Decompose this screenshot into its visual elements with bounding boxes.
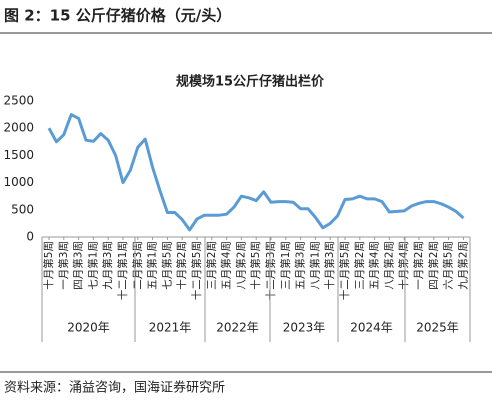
x-tick-label: 十二月第1周 [116, 241, 129, 300]
x-tick-label: 五月第4周 [368, 241, 381, 290]
x-tick-label: 三月第2周 [205, 241, 218, 290]
x-tick-label: 五月第3周 [294, 241, 307, 290]
x-tick-label: 二月第3周 [131, 241, 144, 290]
x-tick-label: 一月第3周 [57, 241, 70, 290]
x-tick-label: 一月第2周 [412, 241, 425, 290]
x-tick-label: 七月第5周 [160, 241, 173, 290]
x-tick-label: 四月第3周 [72, 241, 85, 290]
x-tick-label: 六月第5周 [442, 241, 455, 290]
x-tick-label: 十二月第5周 [190, 241, 203, 300]
source-note: 资料来源：涌益咨询，国海证券研究所 [4, 380, 225, 396]
x-tick-label: 四月第2周 [427, 241, 440, 290]
x-tick-label: 八月第1周 [308, 241, 321, 290]
y-tick-label: 1500 [3, 148, 34, 162]
figure-caption: 图 2：15 公斤仔猪价格（元/头） [4, 7, 231, 25]
y-tick-label: 0 [26, 230, 34, 244]
y-tick-label: 2000 [3, 121, 34, 135]
x-tick-label: 十月第5周 [249, 241, 262, 290]
x-tick-label: 三月第1周 [279, 241, 292, 290]
x-tick-label: 七月第1周 [86, 241, 99, 290]
y-tick-label: 500 [11, 202, 34, 216]
x-tick-label: 十月第3周 [323, 241, 336, 290]
chart-title: 规模场15公斤仔猪出栏价 [176, 74, 325, 90]
x-group-label: 2025年 [416, 321, 459, 335]
x-group-label: 2020年 [67, 321, 110, 335]
x-tick-label: 八月第2周 [234, 241, 247, 290]
x-group-label: 2021年 [149, 321, 192, 335]
y-tick-label: 2500 [3, 94, 34, 108]
x-tick-label: 三月第2周 [353, 241, 366, 290]
x-tick-label: 五月第1周 [146, 241, 159, 290]
x-tick-label: 十二月第5周 [338, 241, 351, 300]
x-tick-label: 九月第2周 [456, 241, 469, 290]
y-tick-label: 1000 [3, 175, 34, 189]
price-line [47, 113, 465, 232]
x-tick-label: 五月第4周 [220, 241, 233, 290]
x-group-label: 2022年 [216, 321, 259, 335]
x-group-label: 2024年 [350, 321, 393, 335]
x-tick-label: 十月第5周 [42, 241, 55, 290]
x-tick-label: 十月第2周 [175, 241, 188, 290]
x-group-label: 2023年 [283, 321, 326, 335]
x-tick-label: 九月第3周 [101, 241, 114, 290]
x-tick-label: 八月第2周 [382, 241, 395, 290]
x-tick-label: 十月第4周 [397, 241, 410, 290]
